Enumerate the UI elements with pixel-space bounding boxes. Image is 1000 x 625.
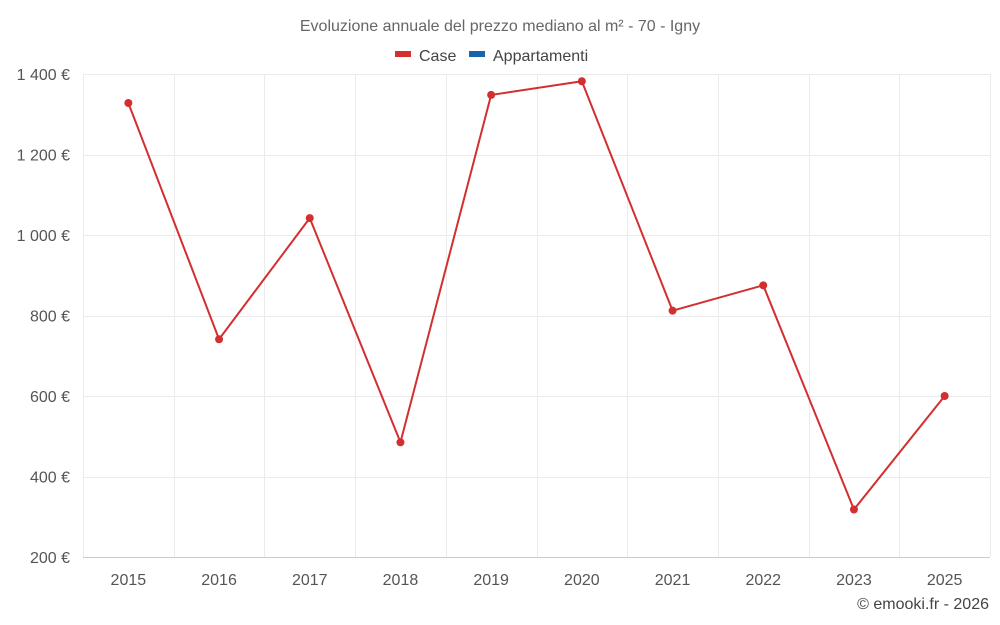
legend-label-case: Case <box>419 48 456 65</box>
data-point[interactable] <box>124 98 133 107</box>
legend-swatch-appartamenti <box>469 51 485 57</box>
legend: Case Appartamenti <box>395 48 588 65</box>
series-line <box>127 80 946 511</box>
legend-item-appartamenti[interactable]: Appartamenti <box>469 48 588 65</box>
legend-label-appartamenti: Appartamenti <box>493 48 588 65</box>
data-point[interactable] <box>487 90 496 99</box>
x-axis-ticks: 2015 2016 2017 2018 2019 2020 2021 2022 2023 2025 <box>111 572 963 589</box>
x-tick-label: 2023 <box>836 572 872 589</box>
x-tick-label: 2018 <box>383 572 419 589</box>
data-point[interactable] <box>759 281 768 290</box>
y-tick-label: 1 400 € <box>17 67 70 84</box>
x-tick-label: 2025 <box>927 572 963 589</box>
y-tick-label: 1 200 € <box>17 148 70 165</box>
x-tick-label: 2015 <box>111 572 147 589</box>
y-tick-label: 400 € <box>30 470 70 487</box>
y-axis-ticks: 200 € 400 € 600 € 800 € 1 000 € 1 200 € 1 400 … <box>17 67 70 567</box>
credit-text: © emooki.fr - 2026 <box>857 596 989 613</box>
x-tick-label: 2021 <box>655 572 691 589</box>
legend-swatch-case <box>395 51 411 57</box>
y-tick-label: 800 € <box>30 309 70 326</box>
x-tick-label: 2017 <box>292 572 328 589</box>
data-point[interactable] <box>577 77 586 86</box>
x-tick-label: 2019 <box>473 572 509 589</box>
y-tick-label: 200 € <box>30 550 70 567</box>
chart-title: Evoluzione annuale del prezzo mediano al… <box>300 18 700 35</box>
legend-item-case[interactable]: Case <box>395 48 456 65</box>
x-tick-label: 2020 <box>564 572 600 589</box>
x-tick-label: 2022 <box>745 572 781 589</box>
series-case <box>124 77 949 514</box>
data-point[interactable] <box>940 392 949 400</box>
series <box>124 77 949 514</box>
y-tick-label: 1 000 € <box>17 228 70 245</box>
data-point[interactable] <box>305 214 314 223</box>
data-point[interactable] <box>849 505 858 514</box>
data-point[interactable] <box>668 306 677 315</box>
data-point[interactable] <box>396 438 405 447</box>
x-tick-label: 2016 <box>201 572 237 589</box>
grid <box>83 74 991 557</box>
data-point[interactable] <box>215 335 224 344</box>
y-tick-label: 600 € <box>30 389 70 406</box>
